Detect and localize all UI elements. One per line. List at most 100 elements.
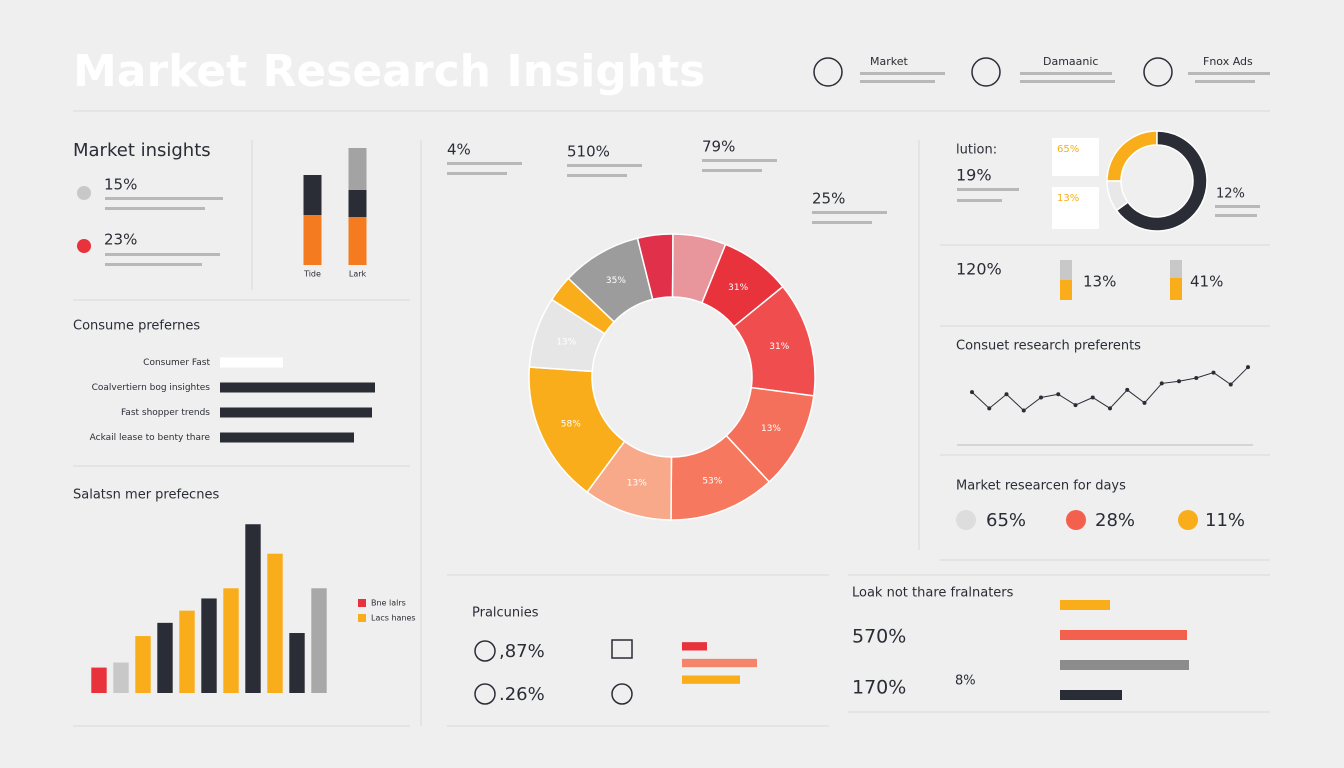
bar bbox=[220, 382, 375, 393]
point bbox=[1073, 403, 1078, 408]
stat: 28% bbox=[1095, 510, 1135, 531]
point bbox=[1246, 365, 1250, 370]
annotation: 25% bbox=[812, 190, 845, 208]
stat: .26% bbox=[499, 684, 545, 705]
bar bbox=[311, 588, 327, 693]
panel-title: Loak not thare fralnaters bbox=[852, 586, 1014, 601]
stat-box bbox=[1052, 187, 1099, 229]
bar bbox=[1060, 690, 1122, 700]
legend-label: Bne lalrs bbox=[371, 599, 406, 608]
stat: 19% bbox=[956, 166, 992, 185]
bar bbox=[220, 357, 283, 368]
bar bbox=[223, 588, 239, 693]
legend-swatch bbox=[358, 614, 366, 622]
stat: 41% bbox=[1190, 273, 1223, 291]
bar bbox=[682, 658, 757, 668]
icon bbox=[1178, 510, 1198, 530]
legend-swatch bbox=[358, 599, 366, 607]
stat: 170% bbox=[852, 677, 906, 699]
panel-title: Pralcunies bbox=[472, 606, 539, 621]
point bbox=[1177, 379, 1181, 384]
annotation-text bbox=[447, 162, 522, 165]
icon bbox=[77, 186, 91, 200]
bar-segment bbox=[348, 148, 367, 190]
y-tick-label: Coalvertiern bog insightes bbox=[92, 383, 211, 393]
bar bbox=[220, 432, 354, 443]
gauge bbox=[1170, 278, 1182, 300]
donut-segment bbox=[567, 237, 654, 323]
annotation: 79% bbox=[702, 138, 735, 156]
bar bbox=[245, 524, 261, 693]
stat: 120% bbox=[956, 260, 1002, 279]
annotation: 4% bbox=[447, 141, 471, 159]
segment-label: 13% bbox=[627, 478, 647, 488]
bar bbox=[220, 407, 372, 418]
segment-label: 53% bbox=[702, 476, 722, 486]
point bbox=[1004, 392, 1009, 397]
point bbox=[1228, 382, 1233, 387]
annotation-text bbox=[567, 164, 642, 167]
bar bbox=[201, 598, 217, 693]
point bbox=[1159, 381, 1164, 386]
segment-label: 13% bbox=[761, 424, 781, 434]
icon bbox=[956, 510, 976, 530]
y-tick-label: Consumer Fast bbox=[143, 358, 210, 368]
bar bbox=[682, 642, 707, 651]
header-item: Fnox Ads bbox=[1203, 55, 1253, 68]
bar-segment bbox=[303, 215, 322, 265]
annotation-text bbox=[812, 221, 872, 224]
stat: 12% bbox=[1216, 187, 1245, 202]
panel-title: Consuet research preferents bbox=[956, 339, 1141, 354]
bar bbox=[135, 636, 151, 693]
stat: 570% bbox=[852, 626, 906, 648]
bar bbox=[682, 675, 740, 684]
bar bbox=[267, 553, 283, 693]
icon bbox=[1066, 510, 1086, 530]
bar bbox=[113, 662, 129, 693]
bar-segment bbox=[303, 175, 322, 215]
point bbox=[1108, 406, 1112, 411]
point bbox=[1090, 395, 1095, 400]
annotation-text bbox=[567, 174, 627, 177]
dividers bbox=[73, 110, 1270, 727]
gauge bbox=[1060, 280, 1072, 300]
stat: 65% bbox=[1057, 144, 1079, 155]
stat: ,87% bbox=[499, 641, 545, 662]
annotation: 510% bbox=[567, 143, 610, 161]
donut-segment bbox=[1106, 180, 1129, 212]
y-tick-label: Ackail lease to benty thare bbox=[90, 433, 211, 443]
placeholder-text bbox=[105, 72, 1270, 266]
legend-label: Lacs hanes bbox=[371, 614, 416, 623]
title: Market Research Insights bbox=[73, 46, 705, 97]
point bbox=[1056, 392, 1061, 397]
point bbox=[970, 390, 974, 395]
segment-label: 31% bbox=[728, 283, 748, 293]
donut-segment bbox=[1115, 130, 1208, 232]
annotation-text bbox=[812, 211, 887, 214]
stat: 13% bbox=[1083, 273, 1116, 291]
stat-box bbox=[1052, 138, 1099, 176]
bar bbox=[1060, 600, 1110, 610]
panel-title: lution: bbox=[956, 143, 997, 158]
bar bbox=[1060, 630, 1187, 640]
y-tick-label: Fast shopper trends bbox=[121, 408, 210, 418]
icon bbox=[474, 640, 496, 662]
stat: 15% bbox=[104, 176, 137, 194]
x-tick-label: Lark bbox=[349, 270, 367, 279]
point bbox=[987, 406, 992, 411]
header-icons bbox=[813, 57, 1173, 87]
annotation-text bbox=[702, 159, 777, 162]
stat: 13% bbox=[1057, 193, 1079, 204]
segment-label: 58% bbox=[561, 419, 581, 429]
stat: 11% bbox=[1205, 510, 1245, 531]
point bbox=[1039, 395, 1043, 400]
header-item: Damaanic bbox=[1043, 55, 1098, 68]
icon bbox=[474, 683, 496, 705]
x-tick-label: Tide bbox=[303, 270, 321, 279]
point bbox=[1211, 370, 1216, 375]
segment-label: 31% bbox=[769, 342, 789, 352]
point bbox=[1125, 387, 1130, 392]
point bbox=[1194, 376, 1199, 380]
